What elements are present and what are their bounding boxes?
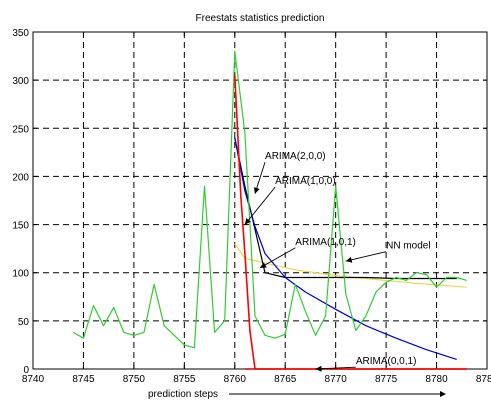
chart-title: Freestats statistics prediction — [196, 13, 325, 24]
x-tick-label: 8755 — [173, 374, 196, 385]
y-axis: 0 50 100 150 200 250 300 350 — [12, 28, 487, 376]
annotation-label: ARIMA(0,0,1) — [356, 356, 417, 367]
annotation-arrowhead — [253, 187, 260, 194]
x-tick-label: 8740 — [22, 374, 45, 385]
y-tick-label: 350 — [12, 28, 29, 39]
x-axis: 8740 8745 8750 8755 8760 8765 8770 8775 8780 8785 — [22, 32, 491, 385]
annotation-arrowhead — [260, 262, 267, 268]
y-tick-label: 0 — [23, 365, 29, 376]
series-line-nn — [234, 243, 467, 288]
x-tick-label: 8785 — [476, 374, 491, 385]
x-tick-label: 8750 — [123, 374, 146, 385]
x-tick-label: 8780 — [425, 374, 448, 385]
y-tick-label: 100 — [12, 269, 29, 280]
grid — [33, 32, 487, 369]
y-tick-label: 150 — [12, 221, 29, 232]
y-tick-label: 50 — [18, 317, 30, 328]
series-group — [73, 50, 467, 370]
plot-area — [32, 31, 488, 370]
x-tick-label: 8745 — [72, 374, 95, 385]
annotation-arrow — [259, 247, 296, 269]
y-tick-label: 250 — [12, 124, 29, 135]
x-tick-label: 8770 — [325, 374, 348, 385]
y-tick-label: 200 — [12, 172, 29, 183]
x-tick-label: 8775 — [375, 374, 398, 385]
annotation-label: ARIMA(1,0,1) — [295, 237, 356, 248]
annotations: ARIMA(2,0,0) ARIMA(1,0,0) ARIMA(1,0,1) NN m… — [244, 151, 431, 372]
annotation-arrow — [345, 251, 387, 262]
annotation-arrowhead — [345, 256, 353, 263]
x-axis-label-arrow — [229, 391, 446, 397]
x-tick-label: 8760 — [224, 374, 247, 385]
annotation-label: ARIMA(2,0,0) — [265, 151, 326, 162]
annotation-label: ARIMA(1,0,0) — [275, 176, 336, 187]
annotation-arrowhead — [244, 218, 251, 225]
annotation-arrow — [315, 366, 356, 370]
series-line-observed — [73, 50, 467, 349]
series-line-arima200 — [234, 75, 467, 370]
x-tick-label: 8765 — [274, 374, 297, 385]
series-line-arima100 — [234, 137, 457, 360]
annotation-arrowhead — [315, 365, 322, 372]
annotation-label: NN model — [386, 241, 430, 252]
annotation-arrow — [244, 186, 276, 225]
y-tick-label: 300 — [12, 76, 29, 87]
x-axis-label: prediction steps — [148, 389, 218, 400]
